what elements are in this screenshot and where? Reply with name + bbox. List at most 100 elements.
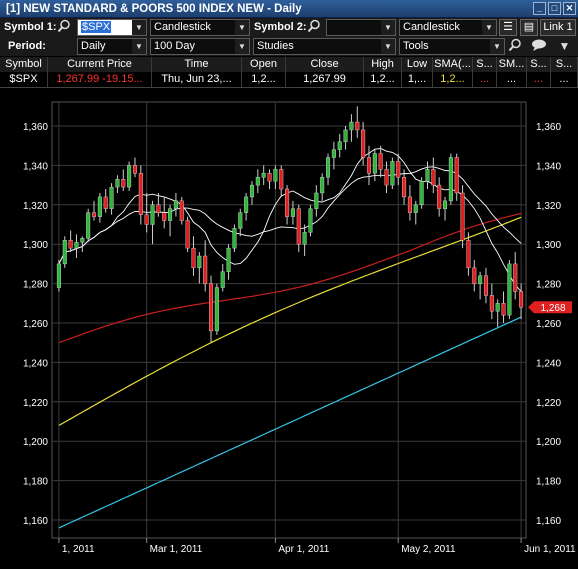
quote-price: 1,267.99 <box>56 73 100 85</box>
x-tick-label: May 2, 2011 <box>401 544 456 555</box>
candle-body <box>74 242 79 249</box>
col-header-low[interactable]: Low <box>402 57 433 72</box>
candle-body <box>92 212 97 217</box>
candle-body <box>150 204 155 225</box>
y-tick-label-right: 1,260 <box>536 319 561 330</box>
candlestick-chart[interactable]: 1,360 1,340 1,320 1,300 1,280 1,260 1,240 1,220… <box>0 98 578 569</box>
period-select[interactable]: Daily ▼ <box>77 38 147 55</box>
candle-body <box>197 255 202 269</box>
candle-body <box>349 121 354 131</box>
y-tick-label-left: 1,300 <box>23 240 48 251</box>
sma-50-line <box>58 212 522 344</box>
col-header-current-price[interactable]: Current Price <box>48 57 152 72</box>
chevron-down-icon[interactable]: ▼ <box>132 20 146 35</box>
symbol1-label: Symbol 1: <box>4 21 57 33</box>
candle-body <box>372 153 377 174</box>
col-header-symbol[interactable]: Symbol <box>0 57 48 72</box>
price-tag-shape <box>528 301 572 314</box>
candle-body <box>290 208 295 217</box>
search-icon[interactable] <box>307 19 324 36</box>
candle-body <box>378 153 383 170</box>
candle-body <box>173 200 178 209</box>
symbol2-input[interactable]: ▼ <box>326 19 396 36</box>
chevron-down-icon[interactable]: ▼ <box>381 39 395 54</box>
col-header-sma2[interactable]: S... <box>473 57 497 72</box>
studies-select[interactable]: Studies ▼ <box>253 38 396 55</box>
range-select[interactable]: 100 Day ▼ <box>150 38 250 55</box>
candle-body <box>402 177 407 198</box>
close-button[interactable]: ✕ <box>563 2 576 15</box>
panel-button[interactable]: ▤ <box>520 19 538 36</box>
candle-body <box>273 169 278 182</box>
y-tick-label-left: 1,240 <box>23 358 48 369</box>
chat-icon[interactable] <box>530 38 552 55</box>
tools-select[interactable]: Tools ▼ <box>399 38 505 55</box>
minimize-button[interactable]: _ <box>533 2 546 15</box>
chevron-down-icon[interactable]: ▼ <box>490 39 504 54</box>
chart-type1-value: Candlestick <box>154 21 211 33</box>
maximize-button[interactable]: □ <box>548 2 561 15</box>
quote-sma4: ... <box>527 72 551 87</box>
y-tick-label-right: 1,220 <box>536 398 561 409</box>
y-tick-label-left: 1,200 <box>23 437 48 448</box>
quote-table: Symbol Current Price Time Open Close Hig… <box>0 56 578 88</box>
symbol-toolbar: Symbol 1: $SPX ▼ Candlestick ▼ Symbol 2:… <box>0 18 578 37</box>
col-header-sma1[interactable]: SMA(... <box>433 57 473 72</box>
y-tick-label-right: 1,200 <box>536 437 561 448</box>
candle-body <box>343 129 348 142</box>
candle-body <box>179 200 184 221</box>
x-tick-label: Mar 1, 2011 <box>150 544 203 555</box>
col-header-sma5[interactable]: S... <box>551 57 578 72</box>
chevron-down-icon[interactable]: ▼ <box>558 39 571 53</box>
candle-body <box>226 247 231 272</box>
chart-type2-select[interactable]: Candlestick ▼ <box>399 19 497 36</box>
quote-price-cell: 1,267.99 -19.15... <box>48 72 152 87</box>
range-value: 100 Day <box>154 40 195 52</box>
candle-body <box>483 275 488 296</box>
candle-body <box>425 169 430 182</box>
panel-icon: ▤ <box>523 21 535 33</box>
y-tick-label-right: 1,360 <box>536 122 561 133</box>
candle-body <box>115 178 120 188</box>
col-header-high[interactable]: High <box>364 57 402 72</box>
moving-average-lines <box>58 148 522 529</box>
quote-row[interactable]: $SPX 1,267.99 -19.15... Thu, Jun 23,... … <box>0 72 578 87</box>
chart-type2-value: Candlestick <box>403 21 460 33</box>
candle-body <box>489 295 494 312</box>
col-header-sma3[interactable]: SM... <box>497 57 527 72</box>
chevron-down-icon[interactable]: ▼ <box>235 20 249 35</box>
col-header-time[interactable]: Time <box>152 57 242 72</box>
symbol2-label: Symbol 2: <box>254 21 307 33</box>
candle-body <box>495 303 500 312</box>
price-chart[interactable]: 1,360 1,340 1,320 1,300 1,280 1,260 1,240 1,220… <box>0 98 578 569</box>
chevron-down-icon[interactable]: ▼ <box>381 20 395 35</box>
link-button[interactable]: Link 1 <box>540 19 576 36</box>
candle-body <box>296 208 301 245</box>
window-controls: _ □ ✕ <box>533 2 576 15</box>
candle-body <box>279 169 284 190</box>
candle-body <box>132 165 137 174</box>
candle-body <box>478 275 483 284</box>
zoom-icon[interactable] <box>508 38 525 55</box>
chevron-down-icon[interactable]: ▼ <box>482 20 496 35</box>
y-tick-label-right: 1,240 <box>536 358 561 369</box>
list-icon: ☰ <box>503 21 513 33</box>
x-tick-label: Apr 1, 2011 <box>278 544 329 555</box>
col-header-open[interactable]: Open <box>242 57 286 72</box>
sma-100-line <box>58 216 522 426</box>
candle-body <box>232 228 237 249</box>
y-tick-label-left: 1,280 <box>23 280 48 291</box>
symbol1-input[interactable]: $SPX ▼ <box>77 19 147 36</box>
window-titlebar: [1] NEW STANDARD & POORS 500 INDEX NEW -… <box>0 0 578 18</box>
candle-body <box>454 157 459 194</box>
chevron-down-icon[interactable]: ▼ <box>132 39 146 54</box>
period-value: Daily <box>81 40 106 52</box>
chevron-down-icon[interactable]: ▼ <box>235 39 249 54</box>
col-header-close[interactable]: Close <box>286 57 364 72</box>
chart-type1-select[interactable]: Candlestick ▼ <box>150 19 250 36</box>
candle-body <box>390 161 395 186</box>
y-tick-label-left: 1,180 <box>23 477 48 488</box>
col-header-sma4[interactable]: S... <box>527 57 551 72</box>
search-icon[interactable] <box>57 19 74 36</box>
list-view-button[interactable]: ☰ <box>499 19 517 36</box>
